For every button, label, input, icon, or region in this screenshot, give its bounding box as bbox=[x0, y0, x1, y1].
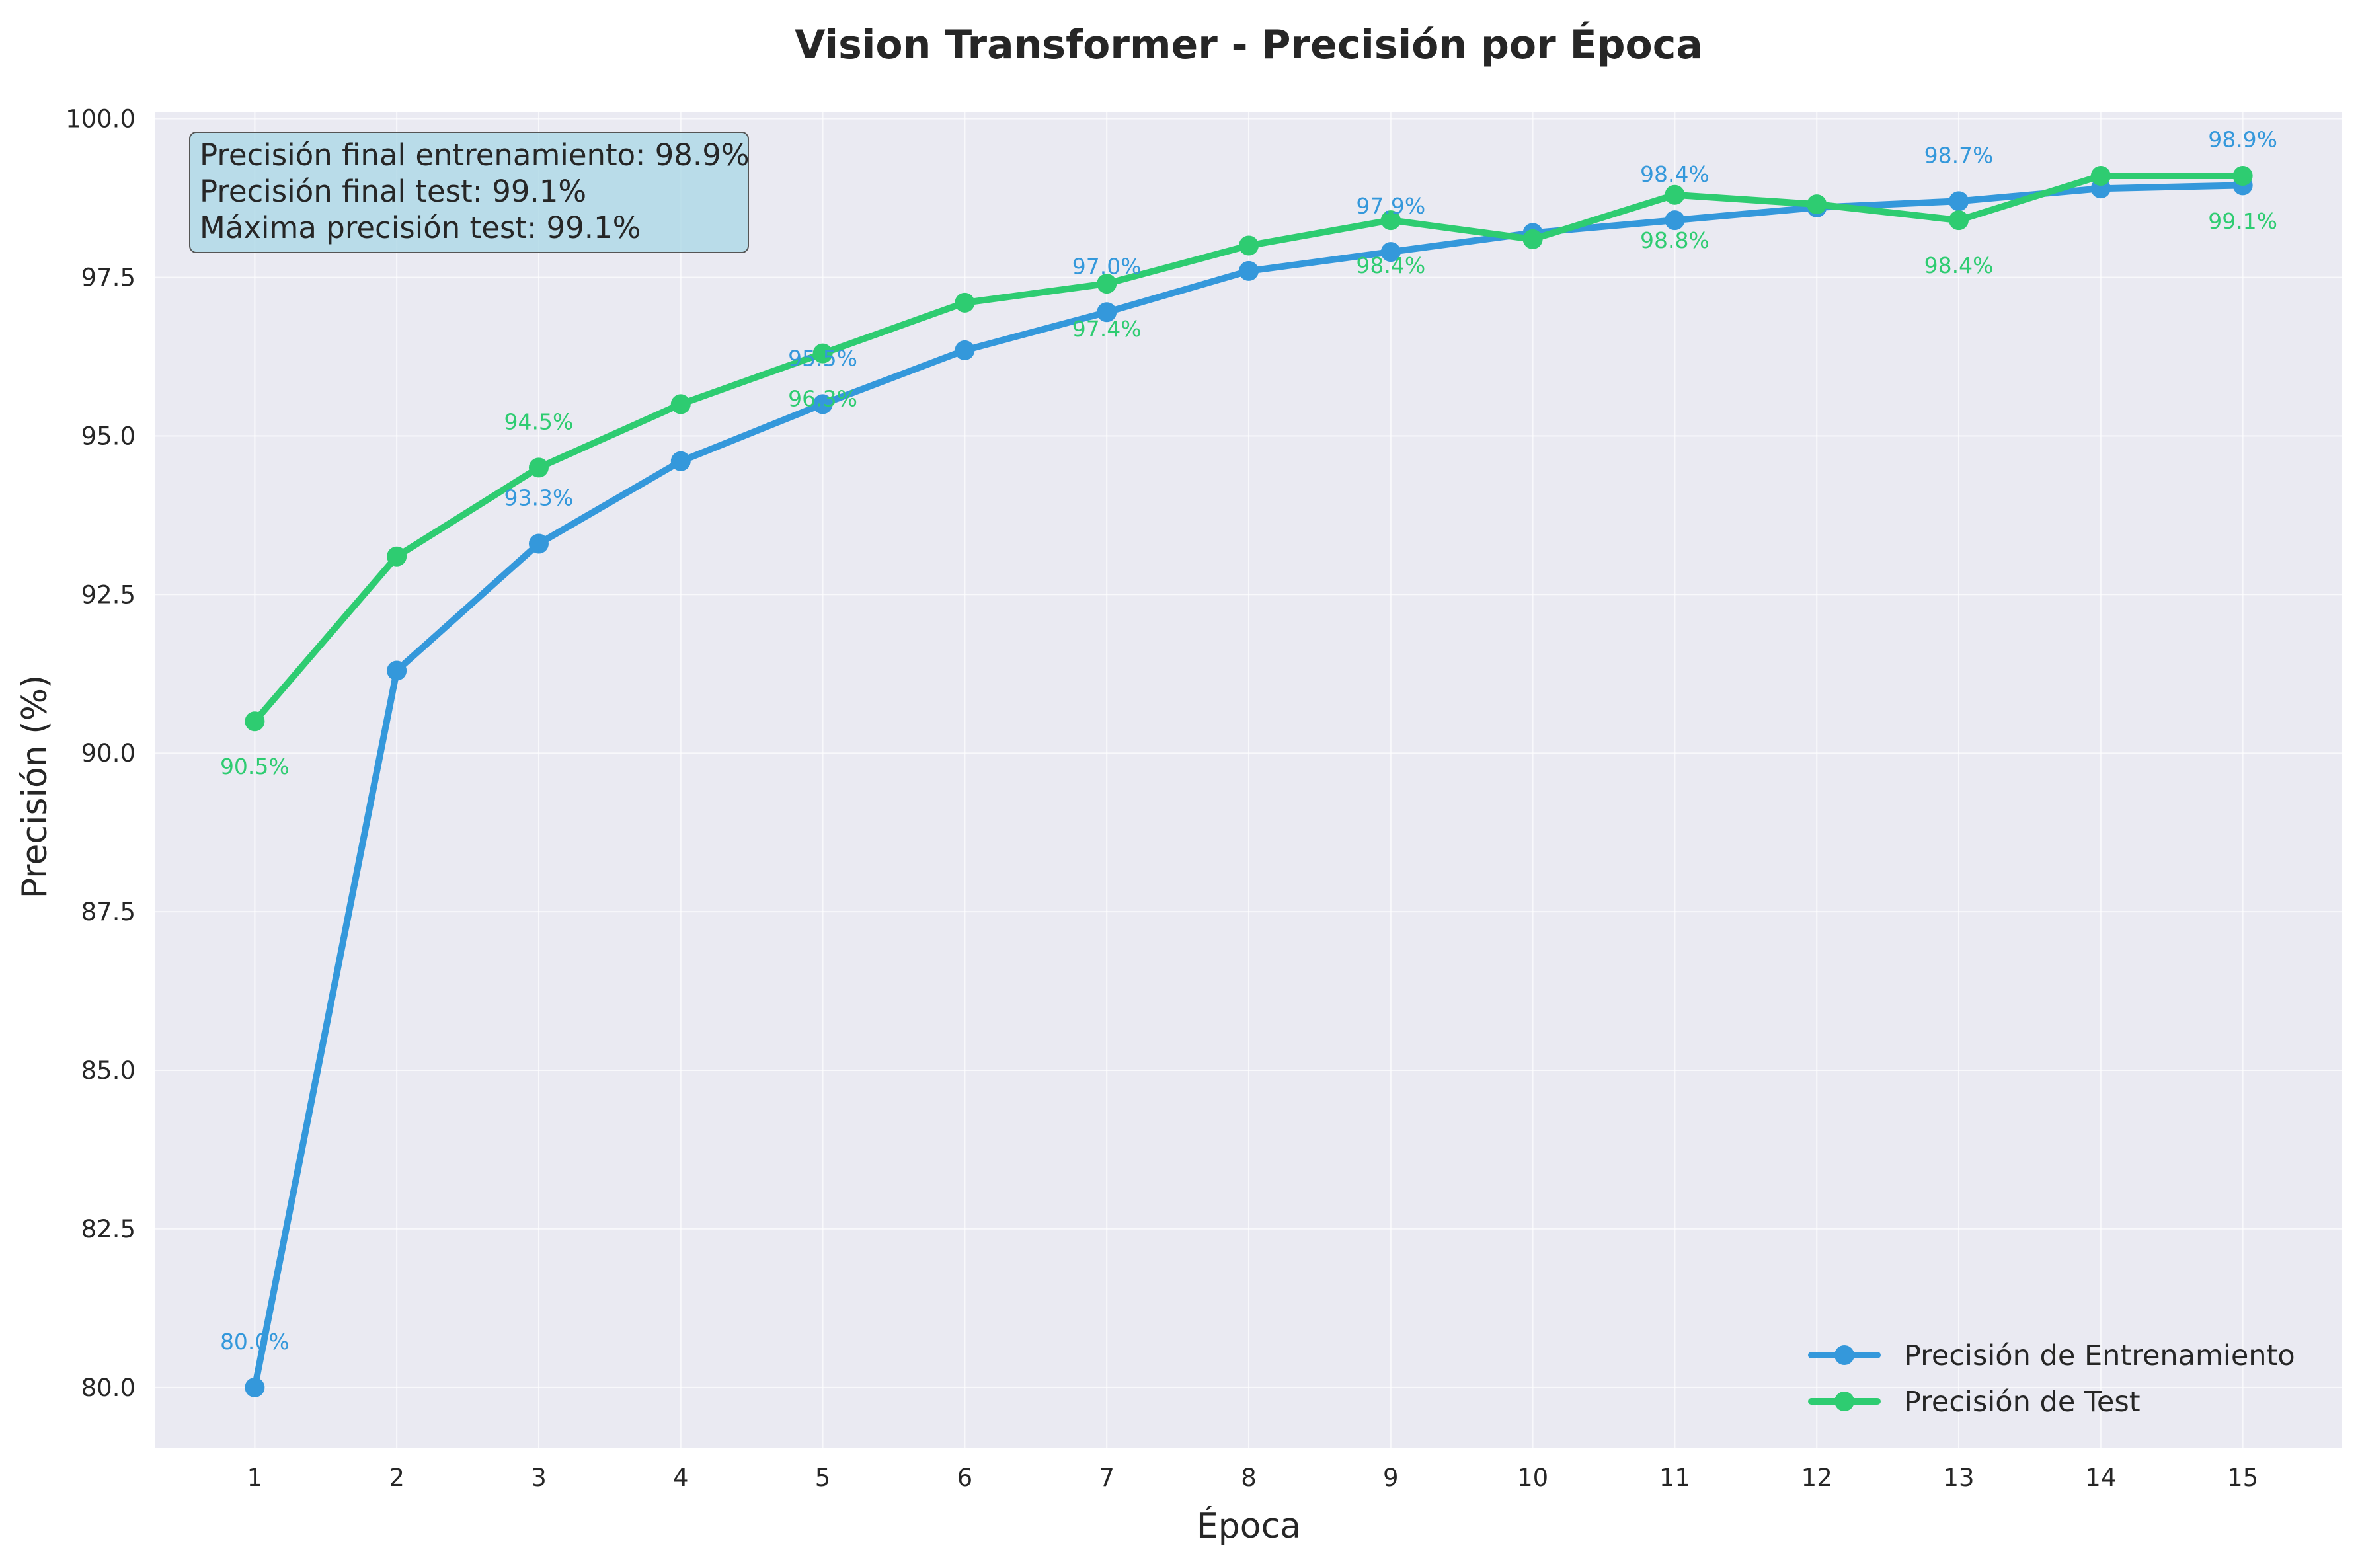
data-label: 98.9% bbox=[2208, 126, 2277, 152]
data-point bbox=[245, 711, 265, 732]
data-point bbox=[812, 394, 833, 414]
data-point bbox=[670, 451, 691, 471]
data-label: 97.4% bbox=[1072, 316, 1142, 342]
data-label: 95.5% bbox=[788, 345, 857, 371]
series-layer bbox=[245, 165, 2253, 1397]
data-point bbox=[1239, 260, 1259, 281]
x-tick-label: 7 bbox=[1099, 1464, 1115, 1492]
data-label: 98.4% bbox=[1356, 253, 1425, 278]
x-tick-label: 14 bbox=[2085, 1464, 2116, 1492]
x-tick-label: 2 bbox=[389, 1464, 405, 1492]
grid-lines bbox=[155, 112, 2342, 1448]
data-point bbox=[387, 546, 407, 567]
x-tick-label: 9 bbox=[1383, 1464, 1399, 1492]
data-point bbox=[528, 533, 549, 554]
data-point bbox=[1239, 235, 1259, 256]
y-axis-label: Precisión (%) bbox=[15, 675, 55, 899]
data-label: 98.7% bbox=[1924, 142, 1994, 168]
x-tick-label: 1 bbox=[247, 1464, 263, 1492]
x-tick-label: 5 bbox=[815, 1464, 831, 1492]
y-tick-label: 95.0 bbox=[81, 422, 136, 450]
y-tick-label: 100.0 bbox=[65, 105, 136, 134]
x-tick-label: 13 bbox=[1943, 1464, 1974, 1492]
legend-item: Precisión de Test bbox=[1808, 1386, 2141, 1419]
y-tick-label: 82.5 bbox=[81, 1215, 136, 1243]
data-point bbox=[1949, 191, 1969, 212]
y-tick-label: 90.0 bbox=[81, 739, 136, 767]
data-labels: 80.0% 93.3% 95.5% 97.0% 97.9% 98.4% 98.7% 98.9%… bbox=[220, 126, 2277, 1354]
data-point bbox=[1522, 229, 1543, 249]
data-point bbox=[2090, 165, 2111, 186]
data-label: 98.4% bbox=[1924, 253, 1994, 278]
stats-box-frame bbox=[189, 132, 749, 253]
legend-swatch-marker bbox=[1834, 1345, 1854, 1365]
data-point bbox=[812, 343, 833, 364]
chart-title: Vision Transformer - Precisión por Época bbox=[795, 20, 1703, 68]
data-label: 80.0% bbox=[220, 1329, 290, 1354]
data-point bbox=[387, 660, 407, 681]
data-point bbox=[670, 394, 691, 414]
stats-line: Máxima precisión test: 99.1% bbox=[200, 210, 641, 245]
y-tick-label: 92.5 bbox=[81, 580, 136, 609]
data-point bbox=[1097, 302, 1117, 323]
legend: Precisión de Entrenamiento Precisión de T… bbox=[1808, 1339, 2295, 1419]
data-label: 98.8% bbox=[1640, 227, 1710, 253]
legend-swatch-marker bbox=[1834, 1392, 1854, 1411]
data-label: 93.3% bbox=[504, 485, 574, 511]
data-point bbox=[1097, 274, 1117, 294]
data-point bbox=[955, 292, 975, 313]
data-label: 99.1% bbox=[2208, 208, 2277, 234]
data-label: 94.5% bbox=[504, 409, 574, 434]
x-tick-label: 12 bbox=[1801, 1464, 1832, 1492]
x-tick-label: 10 bbox=[1517, 1464, 1548, 1492]
data-point bbox=[1380, 242, 1401, 262]
legend-item: Precisión de Entrenamiento bbox=[1808, 1339, 2295, 1372]
x-tick-label: 4 bbox=[673, 1464, 689, 1492]
legend-label: Precisión de Test bbox=[1904, 1386, 2141, 1419]
y-tick-label: 80.0 bbox=[81, 1374, 136, 1402]
legend-label: Precisión de Entrenamiento bbox=[1904, 1339, 2295, 1372]
data-label: 97.0% bbox=[1072, 253, 1142, 279]
data-label: 96.3% bbox=[788, 386, 857, 412]
stats-line: Precisión final entrenamiento: 98.9% bbox=[200, 137, 750, 173]
data-point bbox=[245, 1377, 265, 1397]
data-point bbox=[1807, 194, 1827, 215]
y-tick-label: 87.5 bbox=[81, 898, 136, 926]
series-test bbox=[245, 165, 2253, 732]
x-tick-label: 3 bbox=[531, 1464, 547, 1492]
data-point bbox=[1949, 210, 1969, 231]
data-label: 97.9% bbox=[1356, 193, 1425, 219]
x-tick-label: 6 bbox=[957, 1464, 973, 1492]
data-point bbox=[2232, 165, 2253, 186]
x-tick-label: 15 bbox=[2227, 1464, 2258, 1492]
data-point bbox=[1665, 184, 1685, 205]
stats-line: Precisión final test: 99.1% bbox=[200, 174, 586, 209]
x-tick-label: 11 bbox=[1659, 1464, 1690, 1492]
data-label: 98.4% bbox=[1640, 161, 1710, 187]
y-tick-label: 85.0 bbox=[81, 1056, 136, 1085]
stats-box: Precisión final entrenamiento: 98.9%Prec… bbox=[189, 132, 750, 253]
data-point bbox=[955, 340, 975, 360]
x-axis-label: Época bbox=[1197, 1506, 1301, 1546]
x-tick-label: 8 bbox=[1241, 1464, 1257, 1492]
data-point bbox=[528, 457, 549, 478]
y-tick-label: 97.5 bbox=[81, 264, 136, 292]
data-point bbox=[1665, 210, 1685, 231]
data-point bbox=[1380, 210, 1401, 231]
data-label: 90.5% bbox=[220, 754, 290, 779]
